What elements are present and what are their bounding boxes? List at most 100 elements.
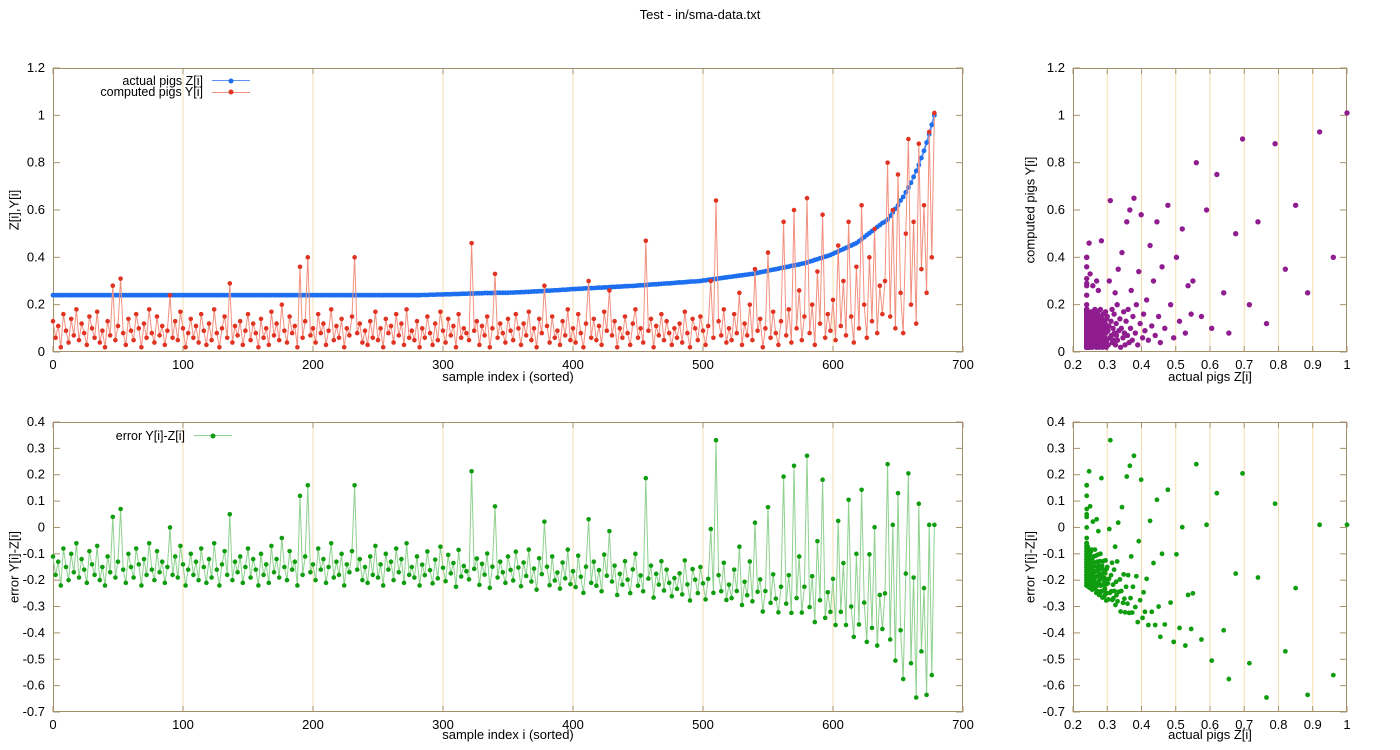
chart-title: Test - in/sma-data.txt (639, 7, 761, 22)
y-tick-label: -0.1 (23, 546, 45, 561)
x-tick-label: 600 (822, 717, 844, 732)
y-tick-label: -0.4 (23, 625, 45, 640)
y-axis-label-pigs: Z[i],Y[i] (6, 189, 22, 231)
legend-label-error: error Y[i]-Z[i] (115, 428, 185, 443)
grid-lines (182, 68, 834, 352)
legend-sample-actual-pigs (212, 78, 250, 84)
y-tick-label: 0.1 (1047, 493, 1065, 508)
x-tick-label: 400 (562, 357, 584, 372)
x-tick-label: 0.3 (1098, 357, 1116, 372)
y-tick-label: 1 (38, 107, 45, 122)
series-error-y-i-z-i- (50, 437, 937, 700)
y-tick-label: 0.3 (1047, 440, 1065, 455)
grid-lines (1106, 422, 1314, 712)
x-tick-label: 200 (302, 717, 324, 732)
legend-label-computed-pigs: computed pigs Y[i] (100, 85, 203, 100)
grid-lines (182, 422, 834, 712)
y-tick-label: 1.2 (27, 60, 45, 75)
y-tick-label: -0.3 (1043, 599, 1065, 614)
x-axis-label-actual-bottom: actual pigs Z[i] (1168, 727, 1252, 742)
y-tick-label: 0.6 (27, 202, 45, 217)
y-tick-label: 0.2 (27, 297, 45, 312)
x-tick-label: 0.8 (1269, 717, 1287, 732)
y-tick-label: 1.2 (1047, 60, 1065, 75)
x-tick-label: 700 (952, 357, 974, 372)
y-tick-label: -0.5 (23, 651, 45, 666)
x-tick-label: 300 (432, 717, 454, 732)
series-computed-pigs-y-i- (50, 110, 937, 350)
legend-dot-actual-pigs (228, 78, 234, 84)
x-tick-label: 0.2 (1064, 717, 1082, 732)
y-axis-label-computed: computed pigs Y[i] (1022, 156, 1038, 264)
y-tick-label: 0.2 (1047, 297, 1065, 312)
panel-error-vs-index-plot: 0 100 200 300 400 500 600 700 -0.7 -0.6 -0.5 -0.4 -0… (23, 414, 974, 732)
x-tick-label: 0.9 (1304, 357, 1322, 372)
legend-item-actual-pigs: actual pigs Z[i] (55, 73, 250, 88)
y-tick-label: 0 (1058, 519, 1065, 534)
legend-bottom-left: error Y[i]-Z[i] (55, 428, 232, 443)
x-tick-label: 700 (952, 717, 974, 732)
legend-top-left: actual pigs Z[i] computed pigs Y[i] (55, 73, 250, 100)
x-tick-label: 0.4 (1132, 717, 1150, 732)
x-axis-label-actual-top: actual pigs Z[i] (1168, 369, 1252, 384)
series-computed-pigs-y-i-vs-actual-pigs-z-i- (1084, 110, 1350, 350)
x-axis-label-index-top: sample index i (sorted) (442, 369, 574, 384)
series-error-y-i-z-i-vs-actual-pigs-z-i- (1084, 437, 1350, 700)
y-tick-label: 0 (1058, 344, 1065, 359)
y-tick-label: 1 (1058, 107, 1065, 122)
panel-error-vs-actual-plot: 0.2 0.3 0.4 0.5 0.6 0.7 0.8 0.9 1 -0.7 -0.6 -0.5 -0.… (1043, 414, 1351, 732)
x-tick-label: 300 (432, 357, 454, 372)
plot-border (53, 68, 963, 352)
y-tick-label: -0.1 (1043, 546, 1065, 561)
panel-pigs-vs-index-plot: 0 100 200 300 400 500 600 700 0 0.2 0.4 0.6 0.8 1 1.2 (27, 60, 974, 372)
y-tick-label: 0 (38, 344, 45, 359)
y-tick-label: -0.6 (1043, 678, 1065, 693)
y-tick-label: 0.4 (27, 249, 45, 264)
x-tick-label: 0.5 (1167, 357, 1185, 372)
panel-computed-vs-actual-plot: 0.2 0.3 0.4 0.5 0.6 0.7 0.8 0.9 100.20.40.60.811… (1047, 60, 1351, 372)
x-tick-label: 0.9 (1304, 717, 1322, 732)
y-tick-label: -0.5 (1043, 651, 1065, 666)
x-tick-label: 100 (172, 357, 194, 372)
x-tick-label: 0.2 (1064, 357, 1082, 372)
y-tick-label: 0.6 (1047, 202, 1065, 217)
legend-dot-computed-pigs (228, 89, 234, 95)
legend-item-computed-pigs: computed pigs Y[i] (55, 85, 250, 100)
x-tick-label: 100 (172, 717, 194, 732)
x-tick-label: 0 (49, 357, 56, 372)
y-tick-label: 0.1 (27, 493, 45, 508)
legend-sample-error (194, 433, 232, 439)
x-tick-label: 0.6 (1201, 717, 1219, 732)
legend-label-actual-pigs: actual pigs Z[i] (122, 73, 203, 88)
y-tick-label: -0.7 (1043, 704, 1065, 719)
y-tick-label: 0.3 (27, 440, 45, 455)
x-tick-label: 500 (692, 717, 714, 732)
legend-dot-error (210, 433, 216, 439)
y-tick-label: 0.2 (1047, 467, 1065, 482)
axis-ticks: 0.2 0.3 0.4 0.5 0.6 0.7 0.8 0.9 100.20.40.60.811… (1047, 60, 1351, 372)
y-tick-label: 0.2 (27, 467, 45, 482)
x-axis-label-index-bottom: sample index i (sorted) (442, 727, 574, 742)
x-tick-label: 1 (1343, 717, 1350, 732)
x-tick-label: 600 (822, 357, 844, 372)
y-tick-label: 0.4 (1047, 414, 1065, 429)
y-tick-label: -0.6 (23, 678, 45, 693)
legend-sample-computed-pigs (212, 89, 250, 95)
grid-lines (1106, 68, 1314, 352)
axis-ticks: 0.2 0.3 0.4 0.5 0.6 0.7 0.8 0.9 1 -0.7 -0.6 -0.5 -0.… (1043, 414, 1351, 732)
y-tick-label: -0.2 (23, 572, 45, 587)
x-tick-label: 400 (562, 717, 584, 732)
y-tick-label: 0.4 (27, 414, 45, 429)
y-tick-label: -0.2 (1043, 572, 1065, 587)
y-tick-label: -0.4 (1043, 625, 1065, 640)
y-tick-label: -0.3 (23, 599, 45, 614)
y-axis-label-error-right: error Y[i]-Z[i] (1022, 531, 1038, 603)
axis-ticks: 0 100 200 300 400 500 600 700 -0.7 -0.6 -0.5 -0.4 -0… (23, 414, 974, 732)
series-actual-pigs-z-i- (50, 112, 937, 298)
x-tick-label: 500 (692, 357, 714, 372)
x-tick-label: 0.3 (1098, 717, 1116, 732)
y-tick-label: 0.4 (1047, 249, 1065, 264)
plot-border (53, 422, 963, 712)
y-tick-label: 0 (38, 519, 45, 534)
x-tick-label: 0.4 (1132, 357, 1150, 372)
